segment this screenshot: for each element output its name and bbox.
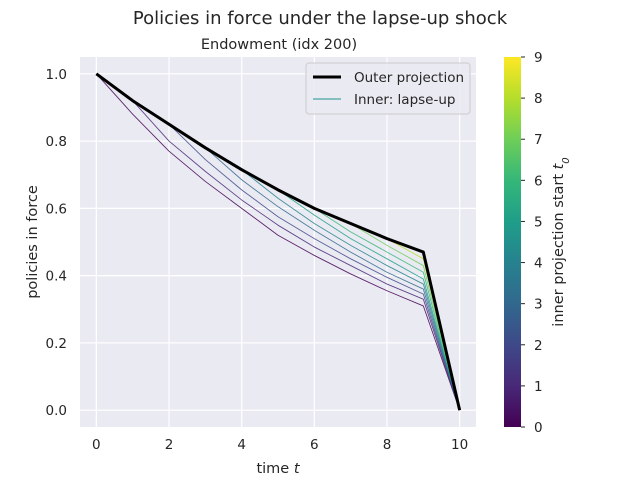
- x-axis-label-var: t: [294, 461, 301, 477]
- colorbar-tick-label: 2: [534, 338, 543, 354]
- colorbar-label-var: t: [551, 162, 567, 169]
- colorbar: [504, 57, 521, 427]
- colorbar-tick-label: 7: [534, 132, 543, 148]
- x-tick-label: 4: [237, 437, 246, 453]
- y-tick-label: 0.0: [46, 403, 67, 419]
- inner-series-t0-2: [168, 123, 461, 411]
- inner-series-t0-7: [350, 223, 461, 411]
- colorbar-label-text: inner projection start: [551, 169, 567, 326]
- y-tick-label: 1.0: [46, 67, 67, 83]
- colorbar-label-sub: 0: [561, 157, 572, 163]
- inner-series-t0-4: [241, 169, 461, 411]
- colorbar-tick-label: 9: [534, 50, 543, 66]
- inner-series-t0-3: [205, 147, 461, 411]
- inner-series-t0-6: [314, 207, 461, 411]
- outer-series: [95, 72, 462, 411]
- grid-lines: [80, 57, 476, 427]
- colorbar-label: inner projection start t0: [551, 157, 572, 326]
- x-axis-label-text: time: [256, 461, 293, 477]
- x-tick-label: 0: [92, 437, 101, 453]
- colorbar-ticks: 0 1 2 3 4 5 6 7 8 9: [521, 50, 543, 436]
- inner-series-t0-5: [277, 189, 461, 411]
- y-tick-label: 0.4: [46, 269, 67, 285]
- legend-inner-label: Inner: lapse-up: [354, 92, 455, 108]
- x-tick-label: 2: [165, 437, 174, 453]
- x-axis-label: time t: [256, 461, 300, 477]
- y-tick-label: 0.6: [46, 201, 67, 217]
- colorbar-tick-label: 5: [534, 214, 543, 230]
- y-tick-labels: 0.0 0.2 0.4 0.6 0.8 1.0: [46, 67, 67, 419]
- x-tick-label: 6: [310, 437, 319, 453]
- colorbar-tick-label: 8: [534, 91, 543, 107]
- colorbar-tick-label: 6: [534, 173, 543, 189]
- legend-outer-label: Outer projection: [354, 70, 464, 86]
- colorbar-tick-label: 4: [534, 256, 543, 272]
- x-tick-labels: 0 2 4 6 8 10: [92, 437, 468, 453]
- x-tick-label: 10: [451, 437, 468, 453]
- legend: Outer projection Inner: lapse-up: [305, 62, 471, 115]
- inner-series-t0-1: [132, 100, 461, 411]
- y-tick-label: 0.2: [46, 336, 67, 352]
- outer-series-line: [95, 72, 462, 411]
- legend-box: [305, 62, 471, 115]
- y-axis-label: policies in force: [25, 185, 41, 299]
- chart-subtitle: Endowment (idx 200): [201, 37, 357, 53]
- x-tick-label: 8: [383, 437, 392, 453]
- y-tick-label: 0.8: [46, 134, 67, 150]
- colorbar-tick-label: 1: [534, 379, 543, 395]
- colorbar-tick-label: 0: [534, 420, 543, 436]
- inner-series-t0-0: [96, 73, 461, 411]
- chart-title: Policies in force under the lapse-up sho…: [133, 8, 508, 29]
- colorbar-tick-label: 3: [534, 297, 543, 313]
- plot-area: [80, 57, 476, 427]
